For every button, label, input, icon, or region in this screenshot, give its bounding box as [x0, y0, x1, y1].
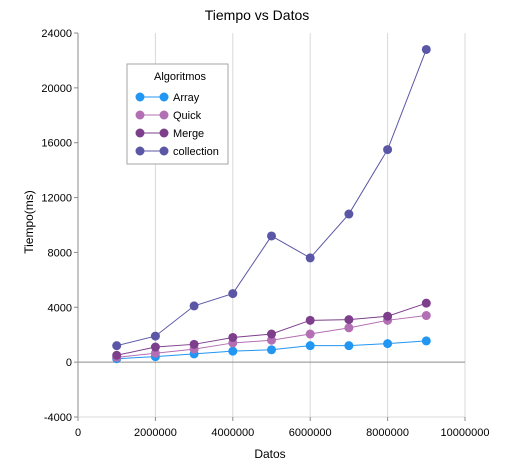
data-point-quick — [306, 330, 315, 339]
data-point-array — [267, 345, 276, 354]
legend-marker — [136, 129, 145, 138]
data-point-collection — [228, 289, 237, 298]
data-point-array — [306, 341, 315, 350]
legend-marker — [136, 111, 145, 120]
y-tick-label: 12000 — [41, 193, 72, 205]
y-tick-label: 0 — [66, 357, 72, 369]
data-point-array — [344, 341, 353, 350]
y-tick-label: 20000 — [41, 83, 72, 95]
legend-marker — [160, 111, 169, 120]
x-tick-label: 0 — [75, 427, 81, 439]
data-point-merge — [112, 351, 121, 360]
legend-label: Quick — [173, 110, 202, 122]
data-point-quick — [422, 311, 431, 320]
data-point-merge — [344, 315, 353, 324]
data-point-merge — [190, 340, 199, 349]
data-point-merge — [422, 299, 431, 308]
data-point-array — [228, 347, 237, 356]
data-point-merge — [383, 312, 392, 321]
legend-marker — [160, 129, 169, 138]
data-point-collection — [112, 341, 121, 350]
y-tick-label: -4000 — [44, 412, 72, 424]
x-tick-label: 10000000 — [441, 427, 490, 439]
data-point-collection — [306, 253, 315, 262]
legend: Algoritmos Array Quick Merge collection — [127, 64, 228, 164]
x-tick-label: 6000000 — [289, 427, 332, 439]
legend-marker — [136, 147, 145, 156]
x-tick-label: 2000000 — [134, 427, 177, 439]
data-point-array — [422, 336, 431, 345]
x-tick-label: 4000000 — [211, 427, 254, 439]
legend-marker — [160, 147, 169, 156]
legend-title: Algoritmos — [154, 71, 206, 83]
data-point-collection — [383, 145, 392, 154]
data-point-merge — [267, 330, 276, 339]
y-tick-label: 4000 — [48, 302, 72, 314]
y-tick-label: 16000 — [41, 138, 72, 150]
legend-marker — [136, 93, 145, 102]
data-point-array — [383, 339, 392, 348]
x-axis-label: Datos — [254, 447, 285, 461]
y-tick-label: 8000 — [48, 247, 72, 259]
data-point-quick — [344, 323, 353, 332]
legend-label: Merge — [173, 128, 204, 140]
data-point-collection — [422, 45, 431, 54]
data-point-merge — [151, 343, 160, 352]
chart-title: Tiempo vs Datos — [205, 7, 310, 23]
data-point-merge — [228, 333, 237, 342]
legend-marker — [160, 93, 169, 102]
legend-label: Array — [173, 92, 200, 104]
data-point-collection — [151, 332, 160, 341]
data-point-collection — [344, 210, 353, 219]
x-tick-label: 8000000 — [366, 427, 409, 439]
legend-label: collection — [173, 146, 219, 158]
y-axis-label: Tiempo(ms) — [22, 190, 36, 254]
data-point-collection — [267, 231, 276, 240]
data-point-merge — [306, 316, 315, 325]
data-point-collection — [190, 301, 199, 310]
y-tick-label: 24000 — [41, 28, 72, 40]
